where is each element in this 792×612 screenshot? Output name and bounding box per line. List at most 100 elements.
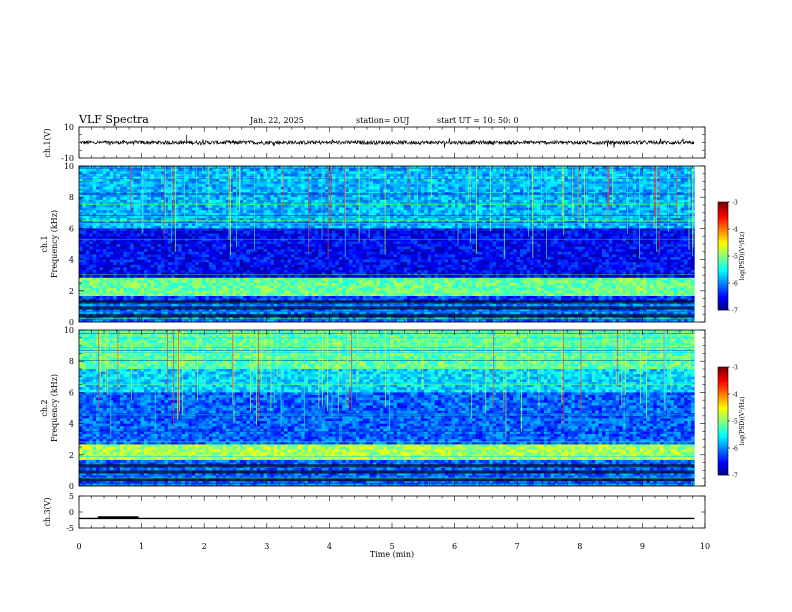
spectro-cell [92, 176, 97, 180]
spectro-cell [109, 290, 114, 294]
spectro-cell [260, 205, 264, 208]
spectro-cell [102, 257, 107, 260]
spectro-cell [263, 262, 268, 266]
spectro-cell [287, 199, 292, 203]
spectro-cell [133, 225, 138, 229]
spectro-cell [297, 277, 302, 281]
spectro-cell [147, 285, 152, 289]
spectro-cell [246, 189, 251, 193]
spectro-cell [338, 207, 343, 211]
spectro-cell [253, 210, 258, 214]
spectro-cell [318, 189, 323, 193]
spectro-cell [150, 267, 155, 271]
spectro-cell [202, 228, 206, 232]
spectro-cell [133, 251, 138, 255]
spectro-cell [352, 228, 357, 232]
spectro-cell [273, 205, 278, 208]
spectro-cell [150, 197, 155, 201]
spectro-cell [99, 168, 104, 172]
spectro-cell [226, 298, 230, 302]
spectro-cell [273, 238, 278, 242]
spectro-cell [198, 277, 203, 281]
spectro-cell [130, 220, 134, 224]
spectro-cell [345, 241, 350, 245]
spectro-cell [318, 296, 323, 299]
spectro-cell [331, 184, 336, 188]
spectro-cell [290, 186, 295, 190]
spectro-cell [280, 309, 285, 312]
spectro-cell [143, 257, 148, 260]
spectro-cell [205, 283, 210, 286]
spectro-cell [202, 171, 206, 175]
spectro-cell [188, 210, 193, 214]
spectro-cell [198, 233, 203, 237]
spectro-cell [154, 186, 158, 190]
spectro-cell [215, 285, 220, 289]
spectro-cell [102, 283, 107, 286]
spectro-cell [273, 285, 278, 289]
spectro-cell [198, 238, 203, 242]
spectro-cell [106, 249, 111, 253]
spectro-cell [311, 254, 316, 258]
spectro-cell [287, 267, 292, 271]
spectro-cell [222, 296, 227, 299]
spectro-cell [161, 218, 165, 221]
spectro-cell [184, 319, 189, 323]
spectro-cell [126, 238, 131, 242]
spectro-cell [331, 257, 336, 260]
spectro-cell [99, 246, 104, 250]
spectro-cell [120, 316, 124, 320]
spectro-cell [270, 298, 275, 302]
spectro-cell [301, 272, 305, 276]
spectro-cell [205, 189, 210, 193]
spectro-cell [133, 210, 138, 214]
spectro-cell [198, 285, 203, 289]
spectro-cell [222, 280, 227, 284]
spectro-cell [232, 225, 237, 229]
spectro-cell [161, 290, 165, 294]
spectro-cell [188, 288, 193, 292]
spectro-cell [243, 290, 247, 294]
spectro-cell [260, 228, 264, 232]
spectro-cell [273, 262, 278, 266]
spectro-cell [208, 233, 213, 237]
spectro-cell [143, 272, 148, 276]
spectro-cell [208, 311, 213, 315]
spectro-cell [267, 199, 271, 203]
spectro-cell [161, 267, 165, 271]
spectro-cell [335, 251, 340, 255]
spectro-cell [236, 280, 240, 284]
spectro-cell [284, 231, 288, 234]
spectro-cell [280, 319, 285, 323]
spectro-cell [267, 285, 271, 289]
spectro-cell [85, 212, 90, 216]
spectro-cell [352, 254, 357, 258]
spectro-cell [157, 244, 162, 247]
spectro-cell [102, 275, 107, 279]
spectro-cell [243, 285, 247, 289]
spectro-cell [280, 210, 285, 214]
spectro-cell [236, 290, 240, 294]
spectro-cell [345, 267, 350, 271]
spectro-cell [123, 280, 128, 284]
spectro-cell [267, 283, 271, 286]
spectro-cell [171, 316, 176, 320]
spectro-cell [256, 293, 261, 297]
spectro-cell [270, 238, 275, 242]
spectro-cell [280, 207, 285, 211]
spectro-cell [130, 231, 134, 234]
spectro-cell [284, 311, 288, 315]
spectro-cell [297, 288, 302, 292]
spectro-cell [277, 254, 281, 258]
spectro-cell [260, 194, 264, 198]
spectro-cell [79, 290, 83, 294]
spectro-cell [184, 316, 189, 320]
spectro-cell [311, 207, 316, 211]
spectro-cell [311, 212, 316, 216]
spectro-cell [198, 176, 203, 180]
spectro-cell [212, 241, 217, 245]
spectro-cell [188, 309, 193, 312]
spectro-cell [150, 199, 155, 203]
spectro-cell [161, 246, 165, 250]
spectro-cell [215, 220, 220, 224]
